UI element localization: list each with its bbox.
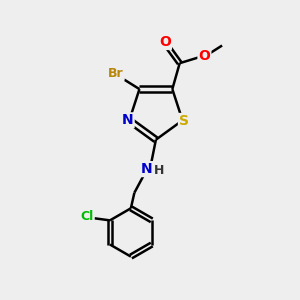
Text: Cl: Cl <box>80 210 93 223</box>
Text: N: N <box>141 162 153 176</box>
Text: O: O <box>199 49 210 63</box>
Text: S: S <box>179 114 189 128</box>
Text: Br: Br <box>108 67 124 80</box>
Text: H: H <box>154 164 164 177</box>
Text: N: N <box>122 113 134 128</box>
Text: O: O <box>159 35 171 49</box>
